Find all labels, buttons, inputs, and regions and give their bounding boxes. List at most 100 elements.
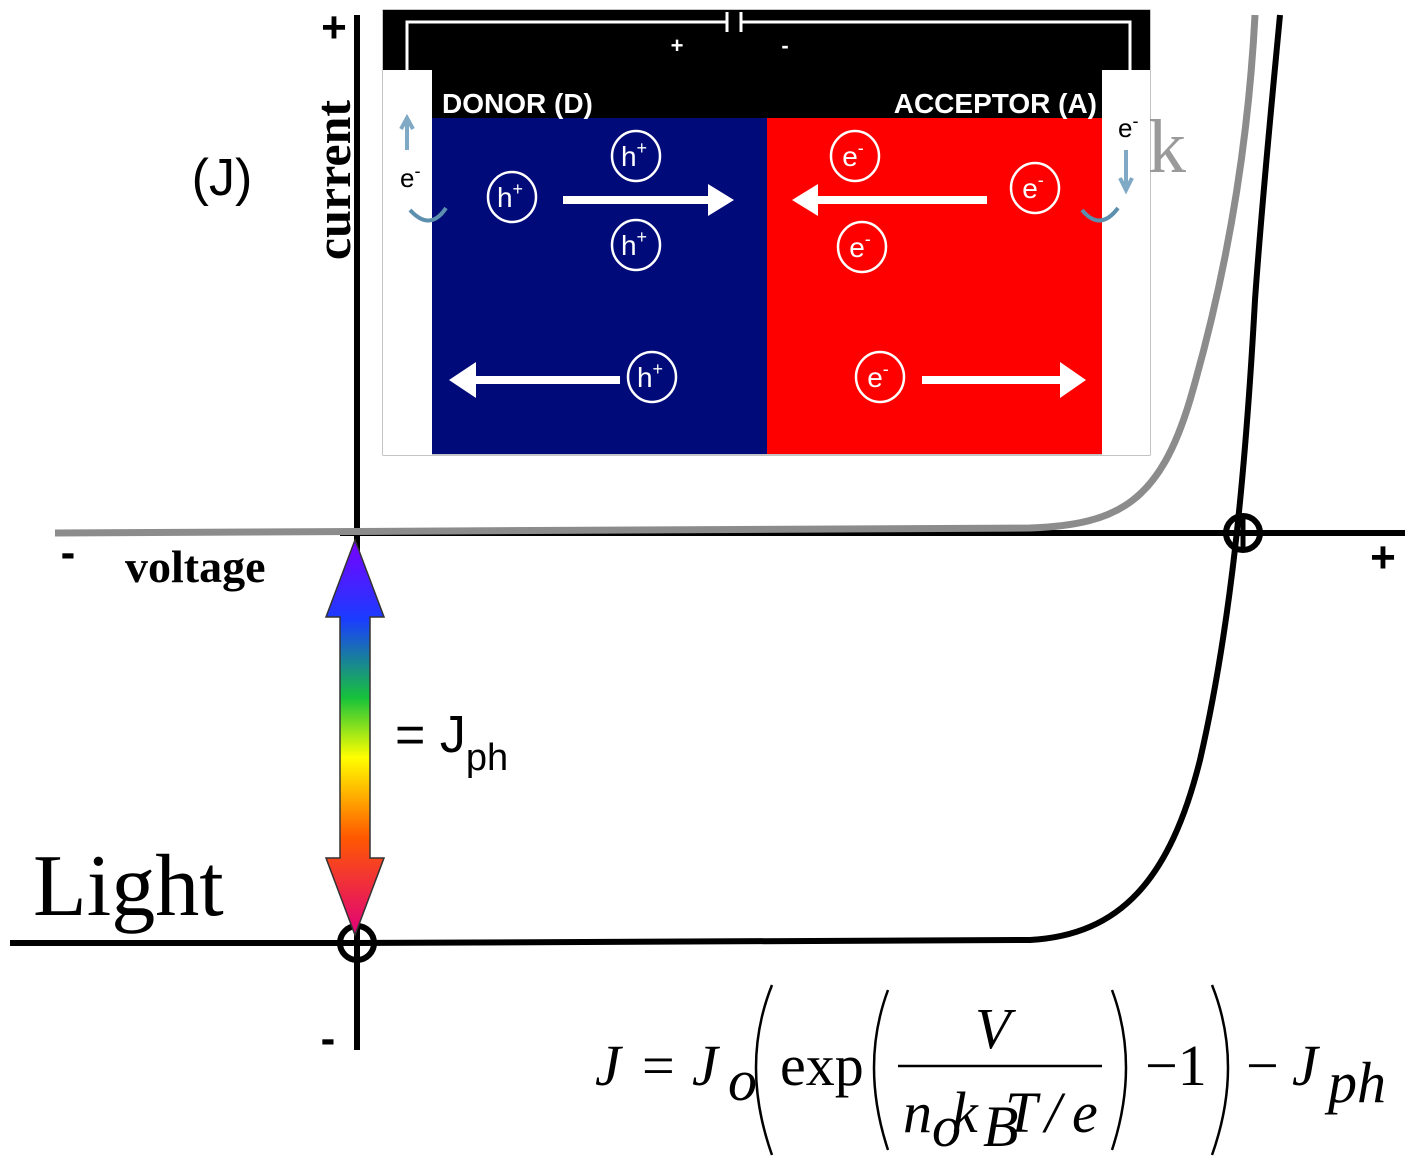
carrier-charge: + — [637, 138, 648, 158]
y-unit: (J) — [192, 149, 253, 207]
x-minus: - — [61, 528, 76, 577]
voc-marker — [1223, 513, 1263, 553]
carrier-charge: - — [865, 229, 871, 249]
photocurrent-arrow — [324, 537, 386, 938]
acceptor-label: ACCEPTOR (A) — [894, 88, 1097, 119]
y-plus: + — [321, 3, 347, 52]
eq-token: o — [728, 1048, 757, 1113]
right-electron: e- — [1118, 111, 1138, 143]
right-electron-charge: - — [1132, 111, 1138, 131]
carrier-charge: - — [1038, 170, 1044, 190]
carrier-label: h+ — [497, 179, 523, 213]
carrier-base: h — [621, 230, 637, 261]
eq-token: e — [1072, 1080, 1098, 1145]
eq-token: V — [975, 996, 1017, 1061]
eq-token: exp — [780, 1033, 864, 1098]
paren — [754, 984, 774, 1156]
carrier-base: e — [849, 232, 865, 263]
hole: h+ — [610, 218, 662, 272]
carrier-label: h+ — [637, 359, 663, 393]
dark-curve — [54, 14, 1259, 537]
carrier-circle — [829, 129, 881, 183]
photocurrent-label: = Jph — [395, 706, 508, 779]
eq-token: J — [595, 1033, 624, 1098]
carrier-base: h — [637, 362, 653, 393]
right-curl — [1080, 206, 1120, 223]
carrier-circle — [854, 350, 906, 404]
hole-arrow-left — [449, 362, 620, 398]
carrier-circle — [610, 129, 662, 183]
x-plus: + — [1370, 533, 1396, 582]
electron-arrow-right — [922, 362, 1086, 398]
paren — [1210, 984, 1230, 1156]
hole: h+ — [486, 170, 538, 224]
eq-token: = — [642, 1033, 675, 1098]
electron: e- — [836, 220, 888, 274]
carrier-charge: + — [653, 359, 664, 379]
carrier-charge: - — [858, 138, 864, 158]
electron: e- — [854, 350, 906, 404]
electrode-band — [383, 10, 1150, 118]
x-axis-label: voltage — [125, 541, 266, 592]
carrier-circle — [836, 220, 888, 274]
carrier-charge: - — [883, 359, 889, 379]
carrier-charge: + — [513, 179, 524, 199]
electron-arrow-left — [792, 184, 987, 216]
eq-token: ph — [1324, 1050, 1386, 1115]
carrier-base: e — [867, 362, 883, 393]
battery-minus: - — [781, 33, 788, 58]
left-electron-base: e — [400, 163, 414, 193]
paren — [1110, 989, 1128, 1151]
acceptor-region — [767, 118, 1102, 454]
carrier-base: h — [621, 141, 637, 172]
hole-arrow-right — [563, 184, 734, 216]
eq-token: / — [1042, 1080, 1066, 1145]
y-axis-label: current — [305, 100, 361, 260]
carrier-label: e- — [1022, 170, 1044, 204]
paren — [872, 989, 890, 1151]
carrier-circle — [610, 218, 662, 272]
carrier-circle — [626, 350, 678, 404]
left-curl — [408, 206, 448, 223]
electron: e- — [829, 129, 881, 183]
inset: + - DONOR (D) ACCEPTOR (A) e- e- h+h+h+h… — [382, 9, 1151, 456]
eq-token: J — [1292, 1033, 1321, 1098]
eq-token: n — [903, 1080, 932, 1145]
right-down-arrow — [1118, 150, 1134, 195]
hole: h+ — [610, 129, 662, 183]
left-electron-charge: - — [414, 161, 420, 181]
right-electron-base: e — [1118, 113, 1132, 143]
equation: J = J o exp V n o k B T / e −1 − J ph — [595, 984, 1386, 1159]
battery-plus: + — [671, 33, 684, 58]
carrier-circle — [486, 170, 538, 224]
donor-region — [432, 118, 767, 454]
light-label: Light — [33, 838, 224, 935]
dark-label: k — [1148, 105, 1186, 189]
carrier-label: h+ — [621, 138, 647, 172]
photocurrent-prefix: = J — [395, 706, 466, 764]
carrier-label: e- — [867, 359, 889, 393]
carrier-base: e — [842, 141, 858, 172]
eq-token: B — [983, 1094, 1018, 1159]
circuit-wire — [405, 12, 1132, 70]
carrier-charge: + — [637, 227, 648, 247]
left-electron: e- — [400, 161, 420, 193]
carrier-circle — [1009, 161, 1061, 215]
eq-token: T — [1005, 1080, 1041, 1145]
eq-token: −1 — [1145, 1033, 1207, 1098]
donor-label: DONOR (D) — [442, 88, 593, 119]
carrier-base: h — [497, 182, 513, 213]
electron: e- — [1009, 161, 1061, 215]
y-minus: - — [321, 1014, 336, 1063]
eq-token: o — [932, 1094, 961, 1159]
carrier-label: h+ — [621, 227, 647, 261]
carrier-label: e- — [849, 229, 871, 263]
hole: h+ — [626, 350, 678, 404]
carrier-base: e — [1022, 173, 1038, 204]
carrier-label: e- — [842, 138, 864, 172]
eq-token: − — [1246, 1033, 1279, 1098]
light-curve — [354, 14, 1283, 946]
eq-token: k — [952, 1080, 979, 1145]
